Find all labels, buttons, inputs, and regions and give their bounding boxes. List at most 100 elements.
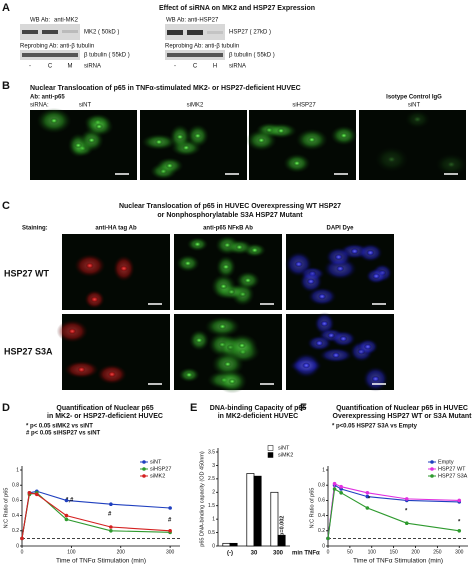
nucleus	[307, 136, 316, 143]
chart-title: in MK2- or HSP27-deficient HUVEC	[47, 413, 163, 420]
x-tick-label: 100	[368, 549, 377, 555]
annotation: # p< 0.05 siHSP27 vs siNT	[26, 431, 101, 437]
lane: M	[68, 64, 73, 70]
legend-label: siHSP27	[150, 466, 171, 472]
nucleus	[320, 320, 329, 327]
significance-mark: *,#	[66, 498, 74, 504]
nucleus	[366, 249, 375, 256]
data-point	[326, 536, 330, 541]
bar	[229, 542, 238, 547]
column-label: siHSP27	[292, 103, 316, 109]
nucleus	[154, 138, 163, 145]
data-point	[168, 506, 172, 510]
panel-label: B	[2, 80, 10, 92]
x-tick-label: 150	[389, 549, 398, 555]
nucleus	[447, 161, 456, 168]
nucleus	[339, 335, 348, 342]
band	[42, 30, 58, 34]
lane: H	[213, 64, 217, 70]
nucleus	[90, 296, 99, 303]
data-point	[109, 529, 113, 533]
chart-title: in MK2-deficient HUVEC	[218, 413, 299, 420]
label: WB Ab:	[30, 18, 50, 24]
y-tick-label: 3	[212, 463, 215, 469]
nucleus	[176, 133, 185, 140]
nucleus	[223, 361, 232, 368]
y-tick-label: 0.8	[12, 483, 19, 489]
chart-title: Overexpressing HSP27 WT or S3A Mutant	[333, 413, 473, 420]
data-point	[64, 498, 69, 503]
nucleus	[221, 263, 230, 270]
column-label: anti-p65 NFκB Ab	[203, 226, 253, 232]
data-point	[457, 529, 462, 533]
column-label: siMK2	[187, 103, 204, 109]
data-point	[168, 529, 172, 533]
column-label: anti-HA tag Ab	[95, 226, 137, 232]
legend-marker	[430, 460, 434, 464]
bar	[277, 534, 286, 547]
band	[187, 30, 203, 35]
x-axis-label: min TNFα	[292, 551, 320, 557]
data-point	[109, 502, 113, 507]
lane: C	[193, 64, 198, 70]
nucleus	[219, 283, 228, 290]
band	[22, 53, 78, 57]
legend-marker	[430, 474, 434, 478]
data-point	[27, 491, 32, 495]
data-point	[339, 484, 343, 489]
x-tick-label: 250	[433, 549, 442, 555]
label: siRNA:	[30, 103, 49, 109]
data-point	[64, 517, 69, 522]
significance-mark: *	[405, 509, 408, 515]
legend-label: siMK2	[278, 452, 293, 458]
nucleus	[336, 265, 345, 272]
y-tick-label: 0.2	[12, 528, 19, 534]
panel-title: or Nonphosphorylatable S3A HSP27 Mutant	[157, 212, 303, 219]
legend-marker	[142, 474, 146, 478]
label: anti-MK2	[54, 18, 79, 24]
bar	[270, 491, 279, 547]
nucleus	[183, 260, 192, 267]
y-tick-label: 0.2	[318, 528, 325, 534]
legend-label: Empty	[438, 459, 454, 465]
nucleus	[218, 323, 227, 330]
nucleus	[315, 340, 324, 347]
data-point	[457, 498, 462, 503]
column-label: siNT	[408, 103, 421, 109]
x-tick-label: 300	[455, 549, 464, 555]
nucleus	[250, 247, 259, 254]
nucleus	[85, 262, 94, 269]
significance-mark: *	[368, 497, 371, 503]
nucleus	[195, 337, 204, 344]
label: MK2 ( 50kD )	[84, 30, 119, 36]
y-axis-label: N:C Ratio of p65	[3, 488, 9, 529]
nucleus	[95, 123, 104, 130]
y-tick-label: 1	[212, 516, 215, 522]
chart-title: DNA-binding Capacity of p65	[210, 405, 307, 412]
nucleus	[277, 127, 286, 134]
x-tick-label: 300	[166, 549, 175, 555]
column-label: Isotype Control IgG	[386, 95, 442, 101]
data-point	[365, 494, 370, 499]
nucleus	[243, 277, 252, 284]
bar	[246, 473, 255, 547]
data-point	[339, 491, 343, 495]
annotation: p=0.002	[279, 516, 285, 536]
panel-label: F	[300, 402, 307, 414]
label: β tubulin ( 55kD )	[84, 53, 130, 59]
nucleus	[331, 352, 340, 359]
x-tick-label: 100	[67, 549, 76, 555]
annotation: * p<0.05 HSP27 S3A vs Empty	[332, 424, 418, 430]
x-tick-label: 30	[251, 551, 258, 557]
panel-label: C	[2, 200, 10, 212]
data-point	[404, 521, 409, 525]
nucleus	[68, 328, 77, 335]
significance-mark: #	[168, 518, 172, 524]
y-axis-label: p65 DNA-binding capacity (OD 450nm)	[199, 451, 205, 547]
band	[207, 31, 223, 34]
nucleus	[294, 261, 303, 268]
y-tick-label: 0.4	[12, 513, 19, 519]
band	[62, 30, 78, 33]
y-tick-label: 0	[212, 543, 215, 549]
significance-mark: *	[458, 520, 461, 526]
